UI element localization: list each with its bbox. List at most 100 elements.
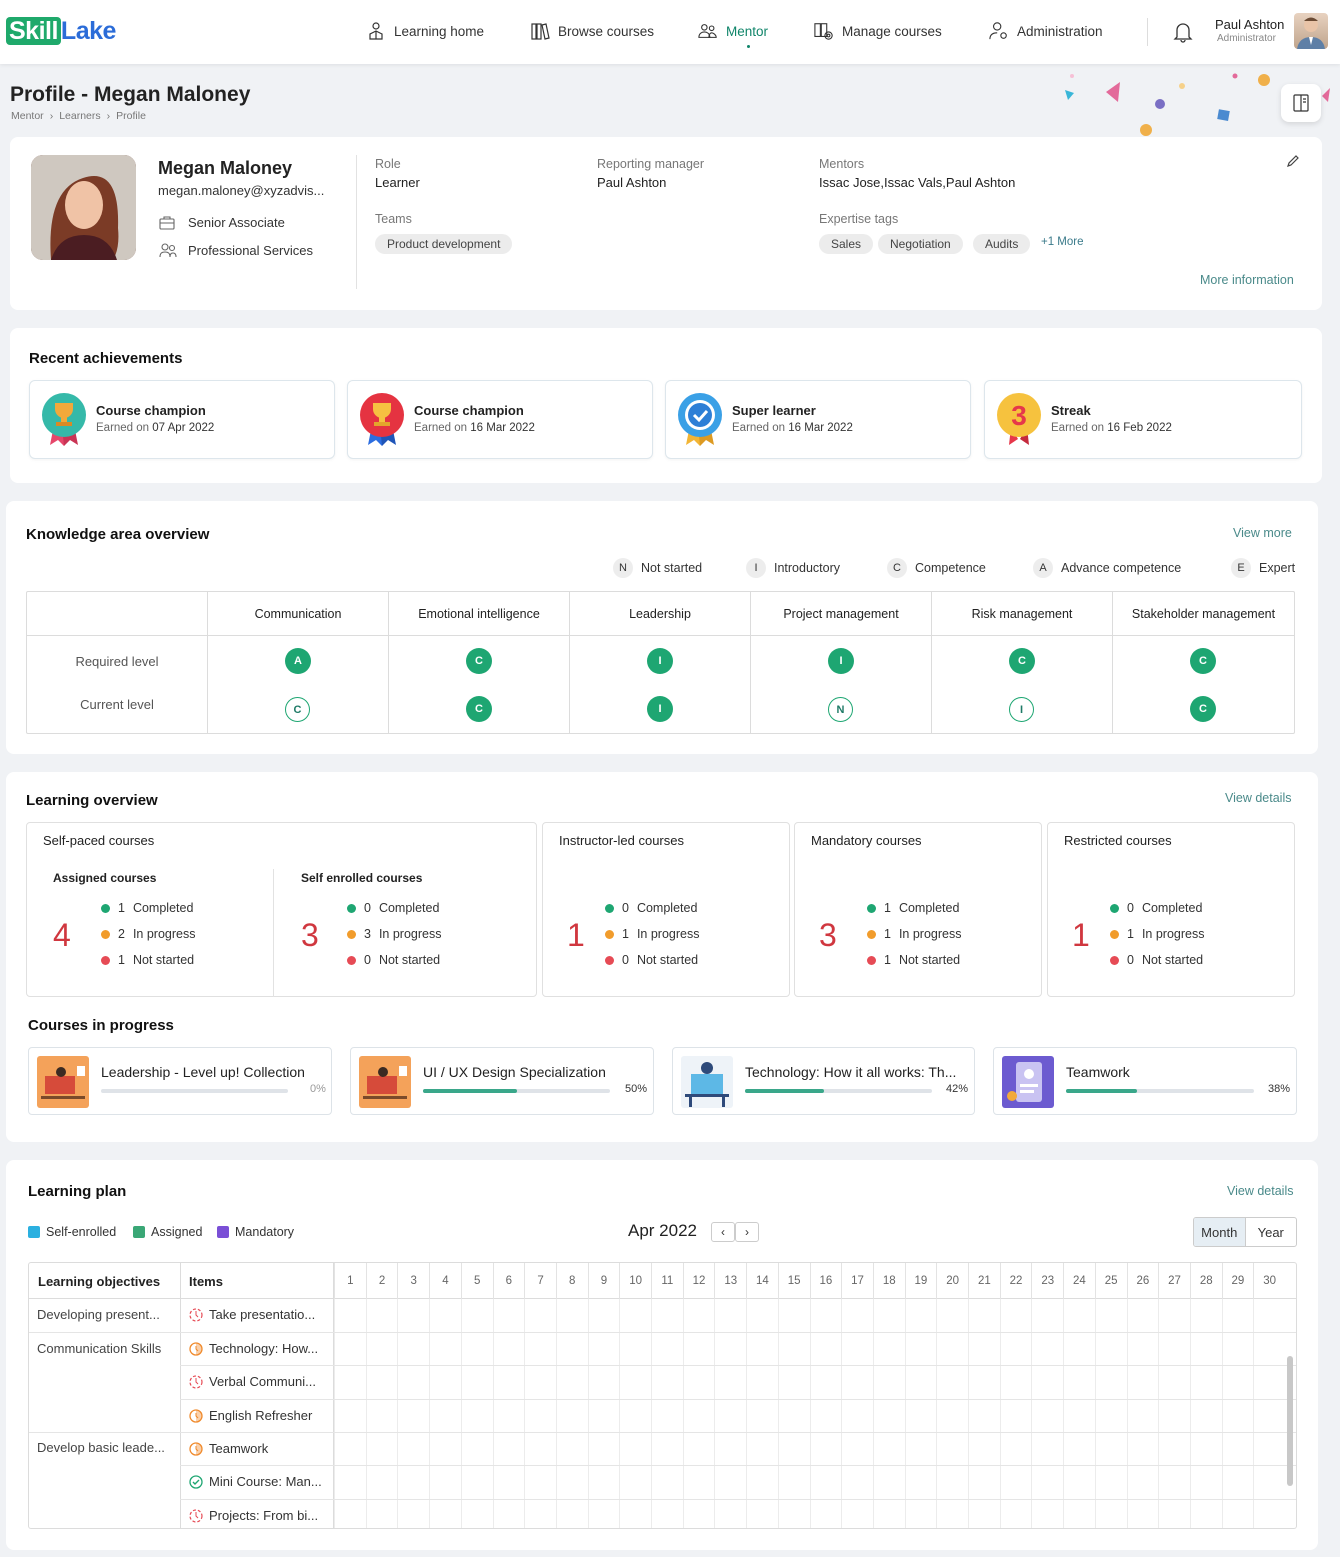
legend-not-started: N Not started — [613, 558, 702, 578]
required-level-badge: I — [828, 648, 854, 674]
chevron-left-icon: ‹ — [721, 1225, 725, 1239]
day-header: 18 — [872, 1263, 905, 1299]
manager-label: Reporting manager — [597, 157, 705, 171]
day-header: 6 — [492, 1263, 525, 1299]
course-title: Teamwork — [1066, 1064, 1130, 1080]
course-card[interactable]: Leadership - Level up! Collection 0% — [28, 1047, 332, 1115]
nav-administration[interactable]: Administration — [989, 20, 1103, 42]
current-level-badge: C — [1190, 696, 1216, 722]
more-information-link[interactable]: More information — [1200, 273, 1294, 287]
nav-learning-home[interactable]: Learning home — [366, 20, 484, 42]
team-icon — [159, 243, 177, 258]
trophy-medal-icon — [360, 393, 404, 446]
plan-item[interactable]: Projects: From bi... — [189, 1508, 324, 1523]
course-progress-fill — [1066, 1089, 1138, 1093]
briefcase-icon — [159, 216, 175, 230]
status-not-started: 0 Not started — [1110, 953, 1203, 967]
plan-item[interactable]: Teamwork — [189, 1441, 324, 1456]
course-progress-fill — [745, 1089, 824, 1093]
course-card[interactable]: UI / UX Design Specialization 50% — [350, 1047, 654, 1115]
nav-manage-courses[interactable]: Manage courses — [814, 20, 942, 42]
objective-cell[interactable]: Developing present... — [37, 1307, 160, 1322]
book-icon — [1293, 94, 1309, 112]
legend-mandatory: Mandatory — [217, 1225, 294, 1239]
trophy-medal-icon — [42, 393, 86, 446]
objective-cell[interactable]: Communication Skills — [37, 1341, 162, 1356]
achievement-card[interactable]: Super learner Earned on 16 Mar 2022 — [665, 380, 971, 459]
day-gridline — [397, 1299, 399, 1528]
plan-view-details-link[interactable]: View details — [1227, 1184, 1294, 1198]
status-in-progress: 2 In progress — [101, 927, 195, 941]
day-gridline — [1189, 1299, 1191, 1528]
achievement-title: Course champion — [414, 403, 524, 418]
not-started-icon — [189, 1374, 203, 1389]
user-name[interactable]: Paul Ashton — [1215, 17, 1285, 32]
achievement-date: Earned on 16 Feb 2022 — [1051, 422, 1172, 434]
tags-more-link[interactable]: +1 More — [1041, 236, 1084, 248]
learner-photo — [31, 155, 136, 260]
achievement-card[interactable]: Course champion Earned on 07 Apr 2022 — [29, 380, 335, 459]
manage-courses-icon — [814, 23, 833, 40]
course-progress-fill — [423, 1089, 517, 1093]
achievement-date: Earned on 16 Mar 2022 — [732, 422, 853, 434]
bell-icon[interactable] — [1173, 21, 1193, 43]
nav-mentor[interactable]: Mentor — [698, 20, 768, 48]
self-enrolled-title: Self enrolled courses — [301, 871, 423, 885]
month-view-button[interactable]: Month — [1194, 1218, 1246, 1246]
edit-icon[interactable] — [1286, 154, 1300, 168]
day-gridline — [904, 1299, 906, 1528]
guide-book-button[interactable] — [1281, 84, 1321, 122]
breadcrumb-learners[interactable]: Learners — [59, 110, 101, 122]
user-avatar[interactable] — [1294, 13, 1328, 49]
achievement-date: Earned on 16 Mar 2022 — [414, 422, 535, 434]
plan-item[interactable]: English Refresher — [189, 1408, 324, 1423]
legend-competence: C Competence — [887, 558, 986, 578]
plan-item[interactable]: Verbal Communi... — [189, 1374, 324, 1389]
achievement-title: Course champion — [96, 403, 206, 418]
achievement-card[interactable]: 3 Streak Earned on 16 Feb 2022 — [984, 380, 1302, 459]
day-header: 26 — [1126, 1263, 1159, 1299]
course-card[interactable]: Technology: How it all works: Th... 42% — [672, 1047, 975, 1115]
current-level-label: Current level — [80, 697, 154, 712]
skilllake-logo[interactable]: Skill Lake — [6, 17, 116, 46]
status-completed: 1 Completed — [867, 901, 959, 915]
status-not-started: 1 Not started — [867, 953, 960, 967]
view-details-link[interactable]: View details — [1225, 791, 1292, 805]
course-card[interactable]: Teamwork 38% — [993, 1047, 1297, 1115]
required-level-badge: C — [466, 648, 492, 674]
learner-department: Professional Services — [188, 243, 313, 258]
day-header: 23 — [1031, 1263, 1063, 1299]
day-header: 21 — [968, 1263, 1000, 1299]
in-progress-icon — [189, 1441, 203, 1456]
required-level-badge: C — [1009, 648, 1035, 674]
next-month-button[interactable]: › — [735, 1222, 759, 1242]
objective-cell[interactable]: Develop basic leade... — [37, 1440, 165, 1455]
books-icon — [531, 23, 550, 40]
top-nav: Skill Lake Learning home Browse courses M… — [0, 0, 1340, 64]
prev-month-button[interactable]: ‹ — [711, 1222, 735, 1242]
plan-item[interactable]: Take presentatio... — [189, 1307, 324, 1322]
current-level-badge: I — [1009, 697, 1034, 722]
learning-plan-title: Learning plan — [28, 1183, 127, 1200]
plan-scrollbar[interactable] — [1287, 1356, 1293, 1486]
plan-item[interactable]: Mini Course: Man... — [189, 1474, 324, 1489]
nav-browse-courses[interactable]: Browse courses — [530, 20, 654, 42]
breadcrumb-mentor[interactable]: Mentor — [11, 110, 44, 122]
view-more-link[interactable]: View more — [1233, 526, 1292, 540]
day-header: 5 — [460, 1263, 493, 1299]
active-indicator — [747, 45, 750, 48]
status-not-started: 1 Not started — [101, 953, 194, 967]
learning-overview-title: Learning overview — [26, 792, 158, 809]
day-gridline — [841, 1299, 843, 1528]
required-level-badge: C — [1190, 648, 1216, 674]
self-paced-title: Self-paced courses — [43, 833, 155, 848]
year-view-button[interactable]: Year — [1257, 1224, 1284, 1240]
day-header: 8 — [555, 1263, 588, 1299]
restricted-box: Restricted courses 1 0 Completed 1 In prog… — [1047, 822, 1295, 997]
role-value: Learner — [375, 175, 420, 190]
status-in-progress: 1 In progress — [605, 927, 699, 941]
plan-item[interactable]: Technology: How... — [189, 1341, 324, 1356]
achievement-card[interactable]: Course champion Earned on 16 Mar 2022 — [347, 380, 653, 459]
achievement-date: Earned on 07 Apr 2022 — [96, 422, 215, 434]
